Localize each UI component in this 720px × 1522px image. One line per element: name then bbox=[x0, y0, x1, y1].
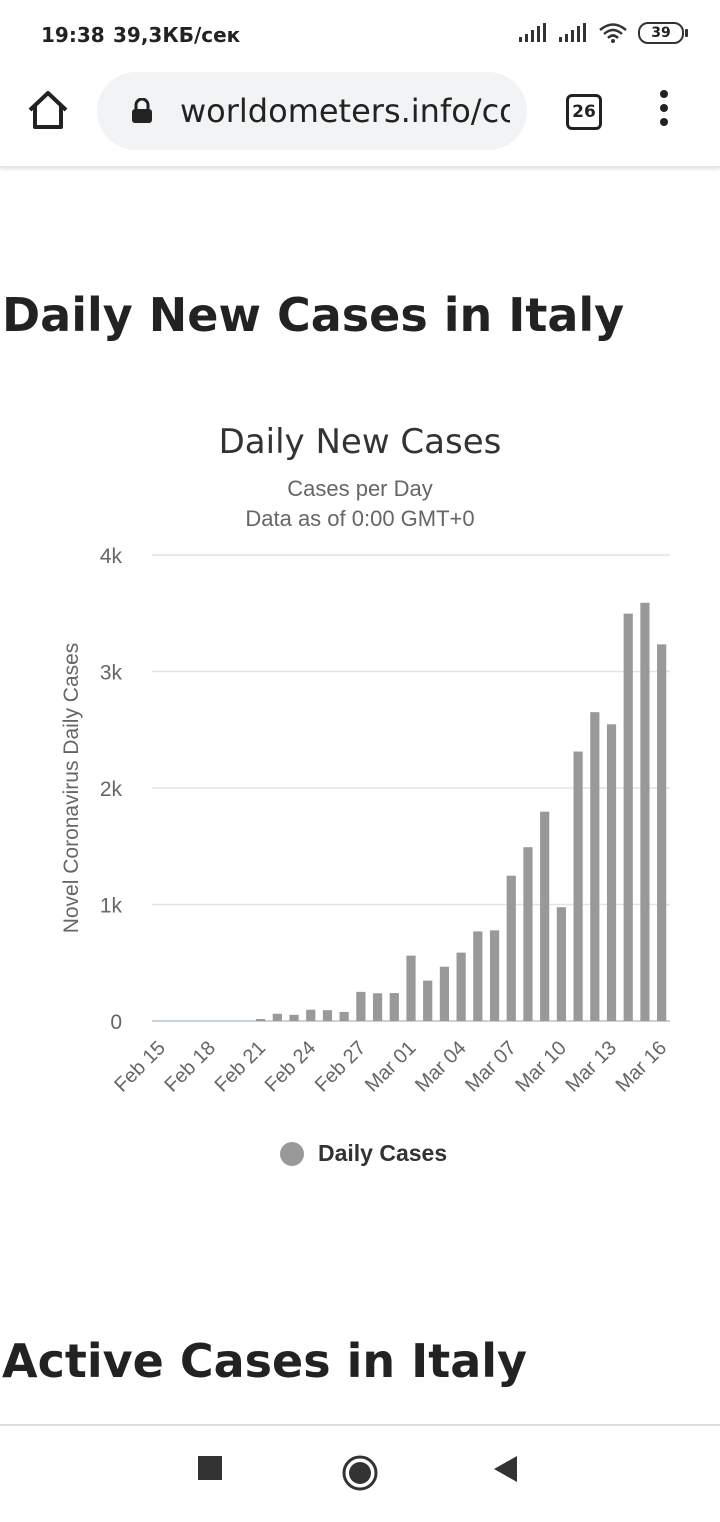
x-tick-label: Feb 18 bbox=[160, 1037, 220, 1097]
x-tick-label: Feb 27 bbox=[311, 1037, 371, 1097]
navigation-bar bbox=[0, 1424, 720, 1522]
page-title-daily-cases: Daily New Cases in Italy bbox=[2, 288, 625, 342]
y-tick-label: 4k bbox=[100, 545, 123, 568]
bar bbox=[289, 1014, 299, 1021]
bar bbox=[272, 1013, 282, 1021]
signal-icon bbox=[519, 23, 546, 42]
bar bbox=[406, 955, 416, 1021]
y-tick-label: 3k bbox=[100, 662, 123, 685]
bar bbox=[423, 980, 433, 1021]
y-axis-label: Novel Coronavirus Daily Cases bbox=[60, 643, 83, 934]
status-icons: 39 bbox=[518, 22, 688, 44]
bar bbox=[590, 712, 600, 1021]
bar bbox=[556, 907, 566, 1021]
home-circle-icon[interactable] bbox=[341, 1454, 379, 1492]
x-tick-label: Feb 15 bbox=[110, 1037, 170, 1097]
bar bbox=[540, 811, 550, 1021]
legend-label: Daily Cases bbox=[318, 1140, 448, 1166]
page-title-active-cases: Active Cases in Italy bbox=[2, 1334, 528, 1388]
legend-marker bbox=[280, 1141, 304, 1166]
lock-icon bbox=[132, 98, 152, 123]
bar bbox=[473, 931, 483, 1021]
chart-legend[interactable]: Daily Cases bbox=[280, 1140, 447, 1167]
y-tick-label: 1k bbox=[100, 895, 123, 918]
recents-square-icon[interactable] bbox=[198, 1456, 222, 1480]
address-bar[interactable]: worldometers.info/coronavirus/country/it… bbox=[97, 72, 527, 150]
bar bbox=[356, 991, 366, 1021]
bar bbox=[322, 1010, 333, 1021]
x-tick-label: Feb 24 bbox=[261, 1037, 321, 1097]
back-triangle-icon[interactable] bbox=[494, 1456, 518, 1482]
y-tick-label: 2k bbox=[100, 778, 123, 801]
bar bbox=[573, 751, 583, 1021]
signal-icon-2 bbox=[559, 23, 586, 42]
wifi-icon bbox=[599, 23, 627, 43]
x-tick-label: Mar 10 bbox=[511, 1037, 571, 1097]
x-tick-label: Mar 13 bbox=[561, 1037, 621, 1097]
bar bbox=[389, 993, 399, 1021]
status-time: 19:38 bbox=[41, 23, 105, 47]
chart-title: Daily New Cases bbox=[218, 422, 502, 462]
bar bbox=[506, 875, 516, 1021]
chart-subtitle-2: Data as of 0:00 GMT+0 bbox=[245, 506, 475, 531]
browser-toolbar: worldometers.info/coronavirus/country/it… bbox=[0, 68, 720, 167]
bar bbox=[339, 1011, 349, 1021]
daily-cases-chart: 0 1k 2k 3k 4k Novel Coronavirus Daily Cases Fe… bbox=[60, 545, 672, 1097]
home-icon[interactable] bbox=[24, 86, 72, 134]
x-tick-label: Mar 04 bbox=[411, 1037, 471, 1097]
overflow-menu-icon[interactable] bbox=[655, 90, 673, 130]
x-tick-label: Feb 21 bbox=[211, 1037, 271, 1097]
bar bbox=[657, 644, 667, 1021]
y-tick-label: 0 bbox=[110, 1011, 122, 1034]
chart-subtitle: Cases per Day bbox=[287, 476, 433, 501]
bar bbox=[306, 1009, 316, 1021]
bar bbox=[640, 602, 650, 1021]
status-bar: 19:38 39,3КБ/сек 39 bbox=[0, 0, 720, 68]
x-tick-label: Mar 16 bbox=[612, 1037, 672, 1097]
bar bbox=[523, 847, 533, 1021]
x-tick-label: Mar 01 bbox=[361, 1037, 421, 1097]
x-tick-label: Mar 07 bbox=[461, 1037, 521, 1097]
battery-icon: 39 bbox=[638, 22, 688, 44]
bar bbox=[489, 930, 500, 1021]
bar bbox=[439, 966, 450, 1021]
bar bbox=[623, 613, 633, 1021]
bar bbox=[256, 1019, 266, 1021]
network-speed: 39,3КБ/сек bbox=[113, 23, 241, 47]
tab-switcher-button[interactable]: 26 bbox=[566, 94, 602, 130]
bar bbox=[456, 952, 466, 1021]
url-text[interactable]: worldometers.info/coronavirus/country/it… bbox=[180, 92, 510, 130]
bar bbox=[606, 724, 617, 1021]
bar bbox=[372, 993, 383, 1021]
